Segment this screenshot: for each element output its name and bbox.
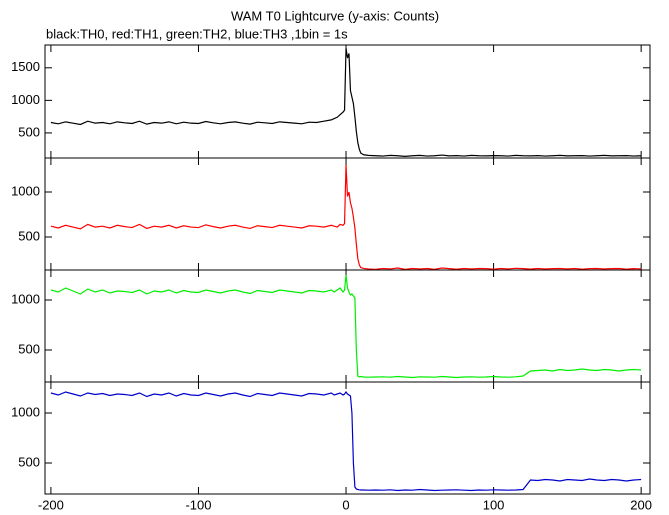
y-tick-label: 500 xyxy=(18,228,40,243)
series-line xyxy=(50,164,642,270)
panel-frame xyxy=(44,381,651,495)
x-tick-label: 200 xyxy=(630,497,652,512)
chart-title: WAM T0 Lightcurve (y-axis: Counts) xyxy=(231,8,439,23)
y-tick-label: 500 xyxy=(18,341,40,356)
series-line xyxy=(50,390,642,492)
y-tick-label: 1000 xyxy=(11,404,40,419)
x-tick-label: -200 xyxy=(38,497,64,512)
y-tick-label: 1000 xyxy=(11,92,40,107)
y-tick-label: 500 xyxy=(18,454,40,469)
x-tick-label: 0 xyxy=(342,497,349,512)
chart-subtitle: black:TH0, red:TH1, green:TH2, blue:TH3 … xyxy=(46,26,348,41)
x-tick-label: -100 xyxy=(185,497,211,512)
y-tick-label: 500 xyxy=(18,124,40,139)
panel-frame xyxy=(44,44,651,159)
panel-frame xyxy=(44,157,651,271)
series-line xyxy=(50,274,642,379)
y-tick-label: 1000 xyxy=(11,291,40,306)
y-tick-label: 1500 xyxy=(11,59,40,74)
x-tick-label: 100 xyxy=(483,497,505,512)
y-tick-label: 1000 xyxy=(11,183,40,198)
series-line xyxy=(50,48,642,157)
